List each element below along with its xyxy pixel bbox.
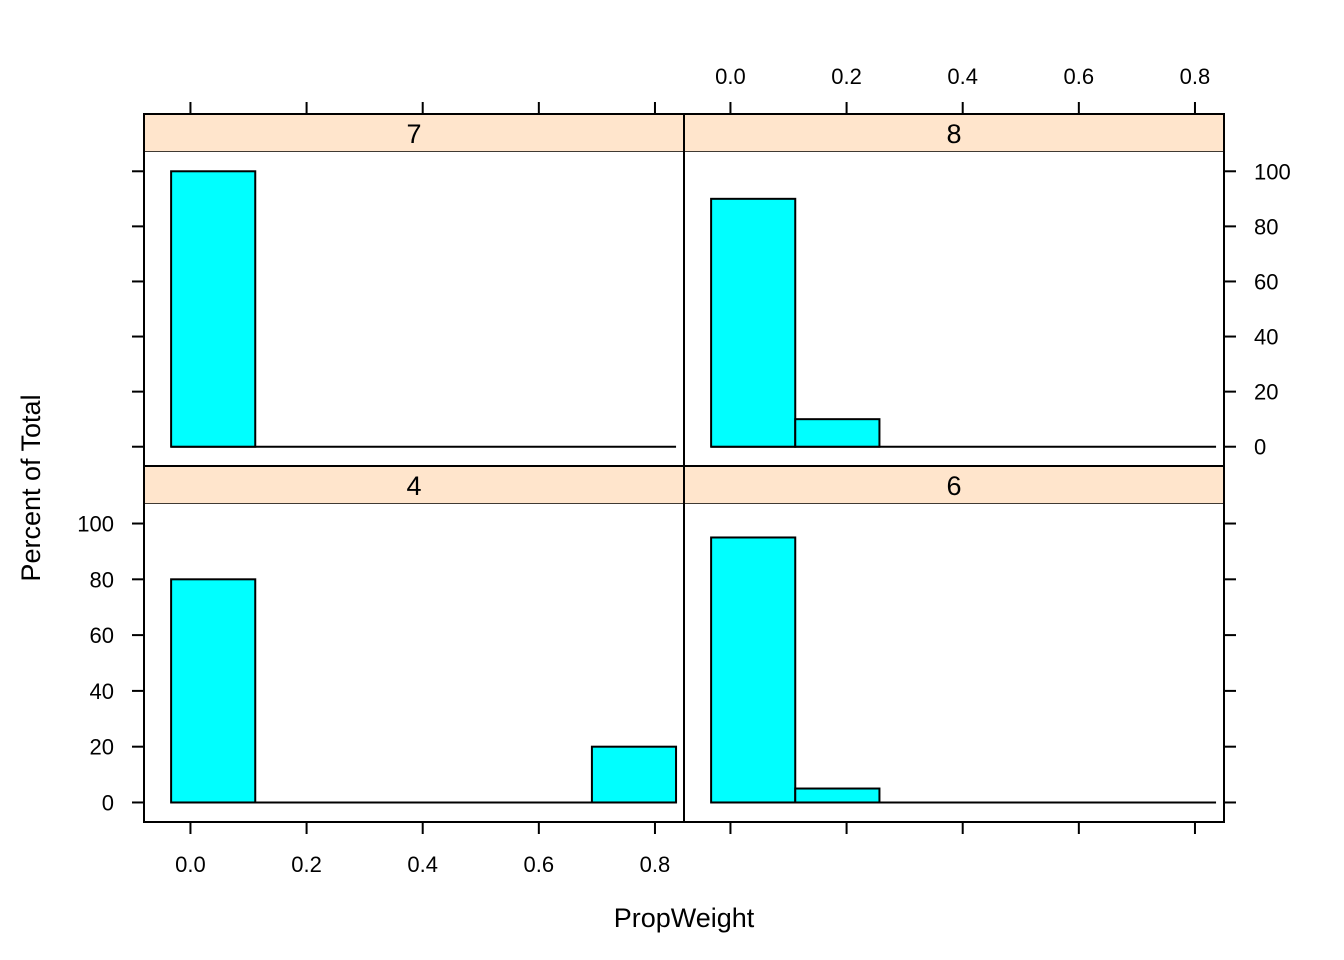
x-tick-label: 0.8: [1180, 64, 1211, 89]
x-tick-label: 0.2: [831, 64, 862, 89]
y-tick-label: 80: [1254, 214, 1278, 239]
y-tick-label: 40: [90, 679, 114, 704]
y-tick-label: 0: [1254, 435, 1266, 460]
x-tick-label: 0.2: [291, 852, 322, 877]
x-axis-title: PropWeight: [614, 903, 755, 933]
axes-layer: 0.0 0.2 0.4 0.6 0.80.0 0.2 0.4 0.6 0.80204060801…: [77, 64, 1290, 877]
strip-label: 6: [946, 471, 961, 501]
panels-layer: 7 8 4 6: [143, 113, 1225, 823]
y-tick-label: 20: [90, 735, 114, 760]
y-tick-label: 60: [90, 623, 114, 648]
x-tick-label: 0.6: [524, 852, 555, 877]
x-tick-label: 0.0: [715, 64, 746, 89]
histogram-bar: [590, 745, 678, 804]
x-tick-label: 0.8: [640, 852, 671, 877]
y-axis-title: Percent of Total: [16, 394, 46, 581]
y-tick-label: 100: [1254, 159, 1291, 184]
x-tick-label: 0.6: [1064, 64, 1095, 89]
histogram-bar: [710, 197, 797, 448]
histogram-bar: [794, 787, 881, 804]
y-tick-label: 60: [1254, 269, 1278, 294]
y-tick-label: 40: [1254, 325, 1278, 350]
x-tick-label: 0.0: [175, 852, 206, 877]
strip-label: 8: [946, 119, 961, 149]
y-tick-label: 80: [90, 567, 114, 592]
histogram-bar: [710, 536, 797, 804]
histogram-bar: [170, 170, 257, 448]
histogram-bar: [170, 578, 257, 804]
y-tick-label: 0: [102, 790, 114, 815]
strip-background: [143, 113, 685, 153]
y-tick-label: 100: [77, 512, 114, 537]
y-tick-label: 20: [1254, 380, 1278, 405]
panel-4: 4: [143, 465, 685, 823]
x-tick-label: 0.4: [407, 852, 438, 877]
panel-6: 6: [683, 465, 1225, 823]
panel-8: 8: [683, 113, 1225, 467]
histogram-bar: [794, 418, 881, 448]
strip-label: 4: [406, 471, 421, 501]
x-tick-label: 0.4: [947, 64, 978, 89]
strip-label: 7: [406, 119, 421, 149]
panel-7: 7: [143, 113, 685, 467]
panel-border: [683, 465, 1225, 823]
